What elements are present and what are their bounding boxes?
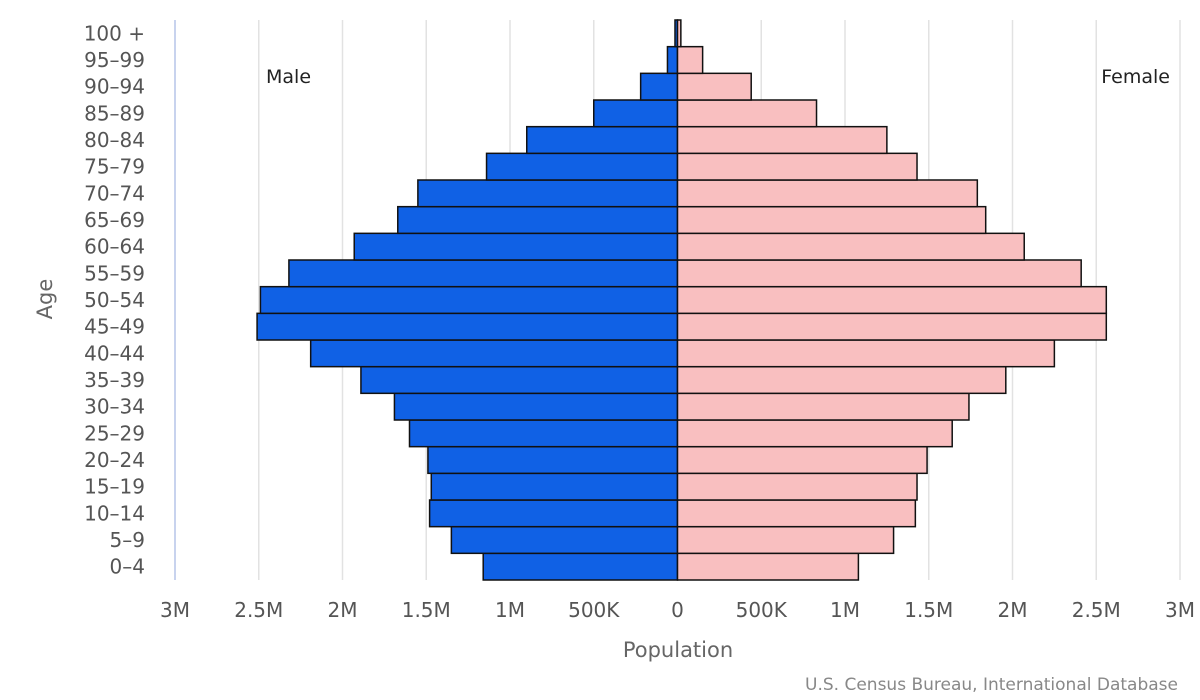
x-tick-label: 1M <box>830 598 860 622</box>
y-tick-label: 70–74 <box>84 181 145 205</box>
bar-male <box>393 392 679 421</box>
bar-male <box>485 152 679 181</box>
bar-male <box>639 72 679 101</box>
x-tick-label: 2.5M <box>234 598 283 622</box>
bar-female <box>676 19 682 48</box>
y-tick-label: 20–24 <box>84 448 145 472</box>
x-tick-label: 2M <box>998 598 1028 622</box>
bar-male <box>666 45 679 75</box>
bar-female <box>676 525 895 555</box>
y-tick-label: 35–39 <box>84 368 145 392</box>
y-tick-label: 90–94 <box>84 75 145 99</box>
bar-female <box>676 232 1025 261</box>
y-tick-label: 5–9 <box>110 528 145 552</box>
x-tick-label: 3M <box>160 598 190 622</box>
bar-male <box>526 125 679 155</box>
bar-female <box>676 72 752 101</box>
bar-female <box>676 99 818 128</box>
legend-female-label: Female <box>1101 66 1170 88</box>
y-tick-label: 10–14 <box>84 501 145 525</box>
bar-female <box>676 339 1056 368</box>
x-tick-labels: 3M 2.5M 2M 1.5M 1M 500K 0 500K 1M 1.5M 2M 2.5M 3M <box>160 598 1195 622</box>
bar-female <box>676 205 987 235</box>
x-tick-label: 2M <box>328 598 358 622</box>
y-tick-label: 75–79 <box>84 155 145 179</box>
bar-male <box>482 552 679 581</box>
source-credit: U.S. Census Bureau, International Databa… <box>805 675 1178 695</box>
y-tick-label: 100 + <box>84 21 145 45</box>
y-tick-label: 50–54 <box>84 288 145 312</box>
y-tick-label: 30–34 <box>84 395 145 419</box>
x-tick-label: 0 <box>671 598 684 622</box>
bar-female <box>676 445 928 475</box>
bar-female <box>676 179 979 208</box>
bar-female <box>676 552 860 581</box>
y-tick-label: 85–89 <box>84 101 145 125</box>
bar-female <box>676 285 1108 315</box>
bar-male <box>428 499 679 528</box>
bar-male <box>427 445 679 475</box>
bar-female <box>676 152 918 181</box>
legend-male-label: Male <box>266 66 311 88</box>
bar-female <box>676 259 1082 288</box>
y-tick-label: 40–44 <box>84 341 145 365</box>
bar-female <box>676 419 953 448</box>
bar-male <box>288 259 679 288</box>
bar-male <box>259 285 679 315</box>
bar-male <box>408 419 679 448</box>
x-tick-label: 2.5M <box>1072 598 1121 622</box>
bars <box>256 19 1108 581</box>
y-tick-label: 15–19 <box>84 475 145 499</box>
bar-male <box>397 205 679 235</box>
bar-male <box>309 339 679 368</box>
bar-female <box>676 45 704 75</box>
y-tick-label: 60–64 <box>84 235 145 259</box>
y-tick-label: 45–49 <box>84 315 145 339</box>
bar-male <box>450 525 679 555</box>
bar-male <box>353 232 679 261</box>
x-axis-title: Population <box>623 638 733 662</box>
y-tick-label: 25–29 <box>84 421 145 445</box>
bar-male <box>360 365 679 395</box>
bar-female <box>676 472 918 501</box>
bar-male <box>417 179 679 208</box>
x-tick-label: 1M <box>495 598 525 622</box>
bar-female <box>676 499 917 528</box>
bar-male <box>593 99 679 128</box>
bar-female <box>676 365 1007 395</box>
x-tick-label: 500K <box>736 598 788 622</box>
x-tick-label: 500K <box>568 598 620 622</box>
bar-male <box>430 472 679 501</box>
y-axis-title: Age <box>33 279 57 320</box>
x-tick-label: 1.5M <box>904 598 953 622</box>
bar-female <box>676 125 888 155</box>
y-tick-label: 80–84 <box>84 128 145 152</box>
bar-female <box>676 392 970 421</box>
y-tick-label: 95–99 <box>84 48 145 72</box>
bar-female <box>676 312 1108 341</box>
y-tick-label: 0–4 <box>110 555 145 579</box>
x-tick-label: 3M <box>1165 598 1195 622</box>
y-tick-label: 65–69 <box>84 208 145 232</box>
x-tick-label: 1.5M <box>402 598 451 622</box>
y-tick-label: 55–59 <box>84 261 145 285</box>
bar-male <box>256 312 679 341</box>
